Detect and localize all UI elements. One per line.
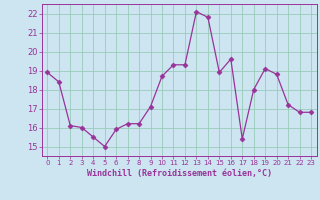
X-axis label: Windchill (Refroidissement éolien,°C): Windchill (Refroidissement éolien,°C) (87, 169, 272, 178)
